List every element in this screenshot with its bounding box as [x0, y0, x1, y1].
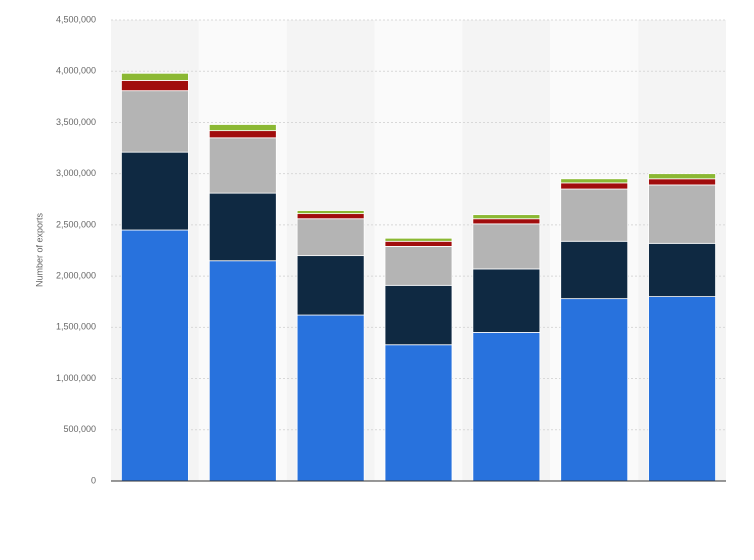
bar-segment — [472, 218, 541, 225]
bar-segment — [384, 240, 453, 247]
bar-segment — [296, 210, 365, 215]
y-tick-label: 1,500,000 — [56, 322, 96, 332]
bar-segment — [384, 284, 453, 346]
bar-segment — [121, 72, 189, 81]
bar-segment — [296, 218, 365, 257]
bar-segment — [121, 80, 189, 92]
y-tick-label: 2,500,000 — [56, 219, 96, 229]
y-tick-label: 4,000,000 — [56, 66, 96, 76]
bar-segment — [560, 188, 629, 242]
bar-segment — [384, 246, 453, 286]
bar-segment — [472, 332, 541, 482]
bar-segment — [121, 90, 189, 153]
bar-segment — [384, 344, 453, 482]
bar-segment — [560, 182, 629, 190]
y-tick-label: 500,000 — [63, 424, 96, 434]
bar-segment — [472, 268, 541, 333]
y-tick-label: 3,500,000 — [56, 117, 96, 127]
bar-segment — [560, 178, 629, 184]
y-tick-label: 2,000,000 — [56, 270, 96, 280]
bar-segment — [648, 242, 716, 297]
bar-segment — [208, 130, 277, 139]
bar-segment — [648, 178, 716, 186]
y-tick-label: 4,500,000 — [56, 14, 96, 24]
bar-segment — [560, 298, 629, 482]
bar-segment — [121, 151, 189, 231]
bar-segment — [208, 260, 277, 482]
bar-segment — [472, 214, 541, 220]
bar-segment — [648, 296, 716, 482]
bar-segment — [208, 124, 277, 132]
bar-segment — [648, 173, 716, 180]
bar-segment — [384, 237, 453, 242]
bar-segment — [296, 213, 365, 220]
y-tick-label: 3,000,000 — [56, 168, 96, 178]
y-tick-label: 0 — [91, 475, 96, 485]
bar-segment — [296, 314, 365, 482]
y-tick-label: 1,000,000 — [56, 373, 96, 383]
y-axis-label: Number of exports — [34, 212, 44, 287]
bar-segment — [121, 229, 189, 482]
bar-segment — [208, 137, 277, 194]
bar-segment — [472, 223, 541, 270]
bar-segment — [560, 240, 629, 300]
bar-segment — [208, 192, 277, 262]
bar-segment — [648, 184, 716, 244]
bar-segment — [296, 255, 365, 316]
